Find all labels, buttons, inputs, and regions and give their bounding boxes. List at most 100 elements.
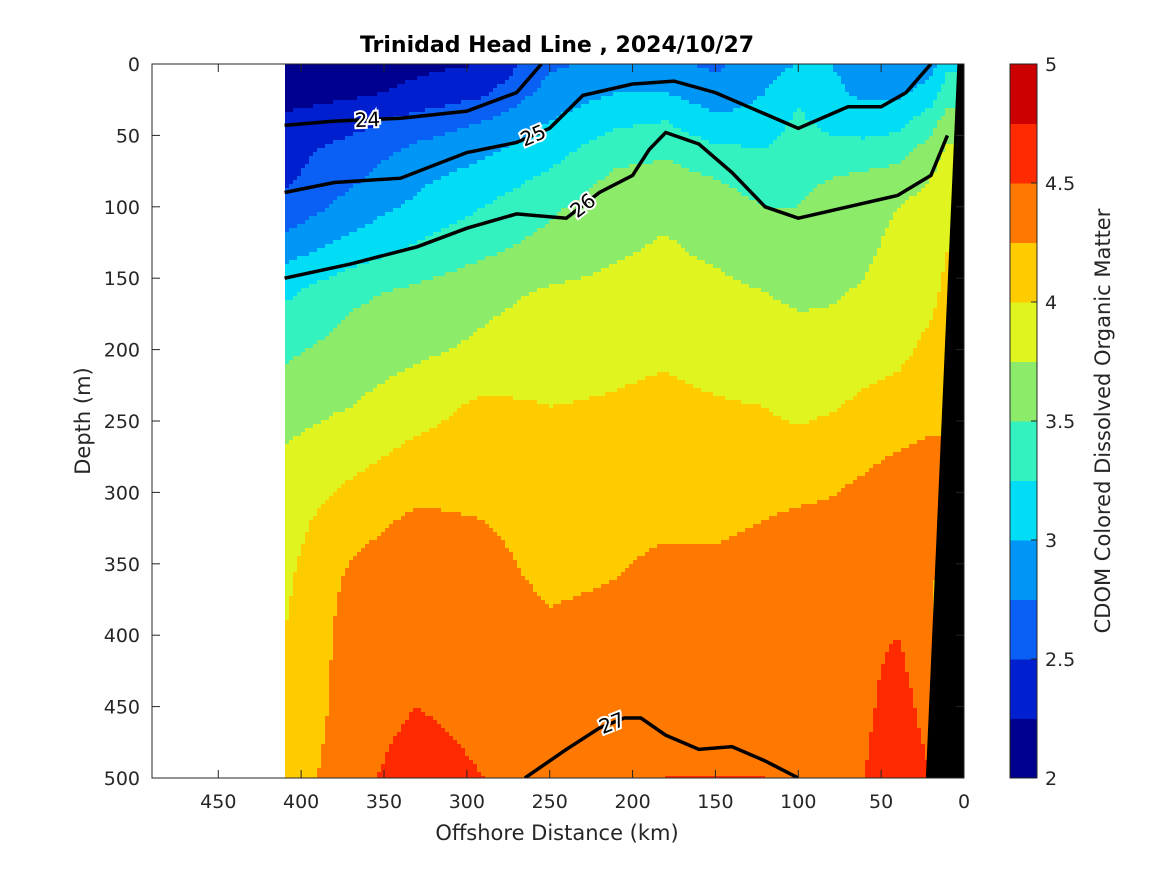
cdom-cell (849, 88, 854, 93)
cdom-cell (329, 104, 334, 109)
cdom-cell (541, 76, 546, 81)
cdom-cell (389, 148, 394, 153)
cdom-cell (401, 112, 406, 117)
cdom-cell (785, 104, 790, 109)
cdom-cell (553, 104, 558, 109)
cdom-cell (673, 64, 678, 69)
cdom-cell (933, 84, 938, 89)
cdom-cell (609, 148, 614, 153)
cdom-cell (941, 100, 946, 105)
cdom-cell (581, 160, 586, 165)
cdom-cell (473, 88, 478, 93)
cdom-cell (769, 104, 774, 109)
cdom-cell (433, 68, 438, 73)
cdom-cell (437, 108, 442, 113)
cdom-cell (649, 120, 654, 125)
cdom-cell (513, 116, 518, 121)
cdom-cell (445, 148, 450, 153)
cdom-cell (533, 172, 538, 177)
cdom-cell (297, 112, 302, 117)
cdom-cell (621, 132, 626, 137)
cdom-cell (697, 176, 702, 181)
cdom-cell (425, 144, 430, 149)
cdom-cell (485, 152, 490, 157)
cdom-cell (517, 180, 522, 185)
cdom-cell (389, 120, 394, 125)
cdom-cell (509, 72, 514, 77)
cdom-cell (365, 100, 370, 105)
cdom-cell (505, 80, 510, 85)
cdom-cell (733, 112, 738, 117)
cdom-cell (789, 72, 794, 77)
cdom-cell (381, 72, 386, 77)
cdom-cell (641, 72, 646, 77)
cdom-cell (293, 132, 298, 137)
cdom-cell (945, 164, 950, 169)
cdom-cell (381, 124, 386, 129)
cdom-cell (705, 84, 710, 89)
cdom-cell (393, 64, 398, 69)
cdom-cell (773, 140, 778, 145)
cdom-cell (325, 68, 330, 73)
cdom-cell (845, 172, 850, 177)
cdom-cell (409, 120, 414, 125)
cdom-cell (937, 68, 942, 73)
cdom-cell (629, 72, 634, 77)
cdom-cell (541, 88, 546, 93)
cdom-cell (545, 164, 550, 169)
cdom-cell (601, 124, 606, 129)
cdom-cell (585, 148, 590, 153)
cdom-cell (725, 104, 730, 109)
cdom-cell (573, 140, 578, 145)
cdom-cell (489, 112, 494, 117)
cdom-cell (461, 88, 466, 93)
cdom-cell (421, 176, 426, 181)
cdom-cell (877, 116, 882, 121)
cdom-cell (857, 92, 862, 97)
cdom-cell (753, 140, 758, 145)
cdom-cell (829, 176, 834, 181)
cdom-cell (669, 168, 674, 173)
cdom-cell (593, 64, 598, 69)
cdom-cell (309, 180, 314, 185)
cdom-cell (605, 76, 610, 81)
cdom-cell (425, 124, 430, 129)
cdom-cell (733, 116, 738, 121)
cdom-cell (349, 88, 354, 93)
cdom-cell (725, 76, 730, 81)
cdom-cell (837, 176, 842, 181)
cdom-cell (341, 160, 346, 165)
cdom-cell (921, 80, 926, 85)
cdom-cell (669, 116, 674, 121)
cdom-cell (769, 68, 774, 73)
cdom-cell (925, 152, 930, 157)
cdom-cell (705, 64, 710, 69)
cdom-cell (321, 80, 326, 85)
cdom-cell (485, 88, 490, 93)
cdom-cell (693, 104, 698, 109)
cdom-cell (717, 128, 722, 133)
cdom-cell (745, 148, 750, 153)
cdom-cell (737, 140, 742, 145)
cdom-cell (557, 76, 562, 81)
cdom-cell (677, 172, 682, 177)
cdom-cell (741, 112, 746, 117)
cdom-cell (933, 100, 938, 105)
cdom-cell (789, 64, 794, 69)
cdom-cell (297, 116, 302, 121)
cdom-cell (805, 164, 810, 169)
cdom-cell (953, 68, 958, 73)
cdom-cell (641, 164, 646, 169)
cdom-cell (949, 144, 954, 149)
cdom-cell (489, 152, 494, 157)
cdom-cell (657, 164, 662, 169)
cdom-cell (601, 152, 606, 157)
cdom-cell (621, 120, 626, 125)
cdom-cell (453, 80, 458, 85)
cdom-cell (545, 92, 550, 97)
cdom-cell (861, 88, 866, 93)
cdom-cell (601, 116, 606, 121)
cdom-cell (853, 128, 858, 133)
cdom-cell (825, 136, 830, 141)
cdom-cell (309, 148, 314, 153)
